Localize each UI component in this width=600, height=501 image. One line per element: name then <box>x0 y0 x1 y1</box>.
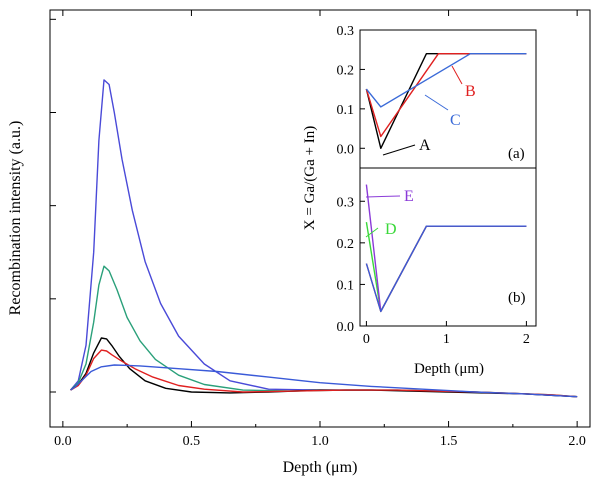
inset-b-frame <box>359 167 537 327</box>
series-label-b: B <box>465 83 476 100</box>
inset-b-x-tick-label: 0 <box>363 332 370 347</box>
inset-b-y-ticks: 0.0 0.1 0.2 0.3 <box>337 195 365 335</box>
main-x-axis-title: Depth (μm) <box>283 459 358 476</box>
annotation-c-leader <box>424 94 449 111</box>
main-series-3 <box>70 337 578 398</box>
annotation-b-leader <box>451 65 463 85</box>
main-y-ticks <box>50 18 56 393</box>
inset-b-y-tick-label: 0.2 <box>337 237 355 252</box>
annotation-d-leader <box>365 227 379 238</box>
inset-b-x-tick-label: 2 <box>523 332 530 347</box>
inset-a-y-tick-label: 0.2 <box>337 63 355 78</box>
inset-a-series-c <box>365 53 527 108</box>
series-label-c: C <box>450 112 461 129</box>
inset-b-x-ticks: 0 1 2 <box>363 321 530 347</box>
main-y-axis-title: Recombination intensity (a.u.) <box>7 121 24 316</box>
main-x-tick-label: 0.0 <box>54 434 72 449</box>
inset-y-axis-title: X = Ga/(Ga + In) <box>302 126 318 230</box>
series-label-e: E <box>404 188 414 205</box>
annotation-a-leader <box>382 144 416 156</box>
inset-b-series-group <box>365 184 527 313</box>
inset-b-series-4 <box>365 225 527 313</box>
inset-b-y-tick-label: 0.0 <box>337 320 355 335</box>
inset-b: 0 1 2 0.0 0.1 0.2 0.3 E D (b) Depth (μm) <box>337 167 537 377</box>
main-x-tick-label: 0.5 <box>183 434 201 449</box>
series-label-a: A <box>419 137 431 154</box>
inset-a-series-b <box>365 53 527 138</box>
inset-b-x-tick-label: 1 <box>443 332 450 347</box>
inset-a: 0.0 0.1 0.2 0.3 A B C (a) <box>337 24 537 169</box>
main-plot-frame <box>49 9 591 428</box>
main-plot: 0.0 0.5 1.0 1.5 2.0 Depth (μm) Recombination… <box>7 9 591 476</box>
main-x-tick-label: 1.0 <box>311 434 329 449</box>
panel-label-b: (b) <box>508 290 526 306</box>
inset-b-series-3 <box>365 225 527 313</box>
main-x-ticks: 0.0 0.5 1.0 1.5 2.0 <box>54 10 586 449</box>
main-series-4 <box>70 349 578 398</box>
inset-b-y-tick-label: 0.3 <box>337 195 355 210</box>
main-x-tick-label: 2.0 <box>568 434 586 449</box>
inset-x-axis-title: Depth (μm) <box>414 361 484 377</box>
inset-a-y-tick-label: 0.0 <box>337 142 355 157</box>
inset-a-series-group <box>365 53 527 149</box>
inset-b-y-tick-label: 0.1 <box>337 278 355 293</box>
inset-a-y-tick-label: 0.1 <box>337 103 355 118</box>
inset-a-y-tick-label: 0.3 <box>337 24 355 39</box>
main-series-group <box>70 79 578 398</box>
annotation-e-leader <box>365 195 401 198</box>
series-label-d: D <box>385 221 397 238</box>
main-series-5 <box>70 364 578 398</box>
main-x-tick-label: 1.5 <box>440 434 458 449</box>
main-series-2 <box>70 265 578 398</box>
panel-label-a: (a) <box>508 146 525 162</box>
inset-a-y-ticks: 0.0 0.1 0.2 0.3 <box>337 24 365 157</box>
